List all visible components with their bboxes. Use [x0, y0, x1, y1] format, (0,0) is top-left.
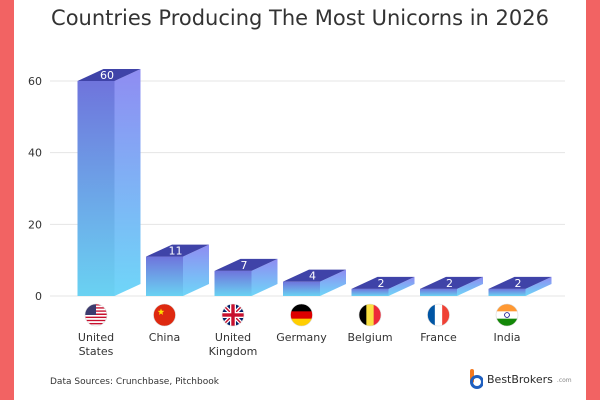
bar-top: [214, 258, 278, 271]
category-label: Kingdom: [209, 345, 258, 358]
bar-side: [183, 244, 209, 296]
bar-top: [488, 276, 552, 289]
brand-mark-icon: [470, 369, 484, 389]
data-label: 60: [100, 69, 114, 82]
y-tick-label: 20: [28, 218, 42, 231]
bar-side: [525, 276, 552, 296]
data-label: 2: [446, 277, 453, 290]
category-label: States: [79, 345, 114, 358]
y-tick-label: 40: [28, 147, 42, 160]
bar-top: [351, 276, 415, 289]
bar-front: [77, 81, 115, 296]
bar-front: [351, 288, 389, 296]
bar-top: [77, 69, 141, 81]
bar-top: [283, 269, 346, 282]
bar-side: [114, 69, 141, 296]
bar: [488, 276, 552, 296]
bar: [351, 276, 415, 296]
bar-front: [488, 288, 526, 296]
data-label: 2: [378, 277, 385, 290]
category-label: Germany: [276, 331, 327, 344]
bar-side: [251, 258, 278, 296]
chart-title: Countries Producing The Most Unicorns in…: [51, 6, 549, 30]
bar-front: [420, 288, 457, 296]
brand-logo[interactable]: BestBrokers .com: [470, 369, 572, 389]
category-label: Belgium: [347, 331, 392, 344]
category-label: India: [494, 331, 521, 344]
germany-flag-icon: [290, 303, 313, 327]
left-border: [0, 0, 14, 400]
data-label: 11: [169, 245, 183, 258]
bar-top: [146, 244, 209, 257]
category-label: France: [420, 331, 457, 344]
bar-side: [320, 269, 346, 296]
data-label: 2: [515, 277, 522, 290]
brand-name: BestBrokers: [487, 372, 553, 386]
y-tick-label: 0: [35, 290, 42, 303]
china-flag-icon: [153, 303, 176, 327]
bar: [146, 244, 209, 296]
bar-side: [457, 276, 483, 296]
france-flag-icon: [427, 303, 450, 327]
bar-side: [388, 276, 415, 296]
bar-top: [420, 276, 483, 289]
data-label: 4: [309, 270, 316, 283]
data-source-note: Data Sources: Crunchbase, Pitchbook: [50, 377, 219, 387]
belgium-flag-icon: [358, 303, 382, 327]
bar: [77, 69, 141, 296]
us-flag-icon: [84, 303, 108, 327]
category-label: United: [215, 331, 251, 344]
uk-flag-icon: [221, 303, 245, 327]
category-label: China: [149, 331, 180, 344]
data-label: 7: [241, 259, 248, 272]
bar: [420, 276, 483, 296]
india-flag-icon: [495, 303, 519, 327]
brand-tld: .com: [556, 377, 572, 384]
y-tick-label: 60: [28, 75, 42, 88]
category-label: United: [78, 331, 114, 344]
bar: [214, 258, 278, 296]
bar-front: [283, 281, 320, 296]
bar-front: [146, 256, 183, 296]
bar: [283, 269, 346, 296]
bar-front: [214, 270, 252, 296]
right-border: [586, 0, 600, 400]
